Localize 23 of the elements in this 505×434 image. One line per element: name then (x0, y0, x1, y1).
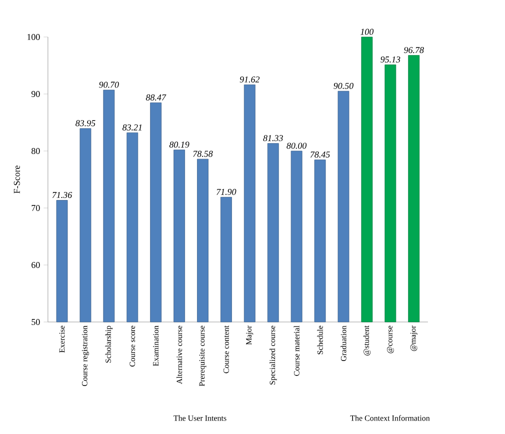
data-label: 83.95 (76, 120, 96, 126)
data-label: 78.45 (310, 152, 330, 158)
y-axis-title: F-Score (14, 166, 20, 194)
y-tick-label: 100 (27, 34, 40, 40)
data-label: 88.47 (146, 94, 166, 101)
y-tick-label: 90 (31, 90, 40, 98)
data-label: 96.78 (404, 47, 424, 54)
data-label: 90.70 (99, 82, 119, 88)
y-tick-label: 50 (32, 318, 40, 326)
data-label: 91.62 (240, 76, 260, 83)
y-tick-label: 80 (32, 148, 40, 154)
y-tick-label: 60 (32, 262, 40, 268)
data-label: 95.13 (380, 56, 400, 63)
data-label: 78.58 (193, 150, 213, 157)
data-label: 80.19 (169, 142, 190, 148)
data-label: 71.90 (216, 188, 236, 195)
data-label: 100 (360, 28, 374, 35)
data-label: 71.36 (52, 192, 72, 198)
data-label: 80.00 (286, 142, 307, 149)
y-tick-label: 70 (32, 204, 40, 212)
data-label: 81.33 (263, 135, 283, 142)
data-label: 90.50 (334, 82, 354, 89)
data-label: 83.21 (122, 124, 142, 130)
